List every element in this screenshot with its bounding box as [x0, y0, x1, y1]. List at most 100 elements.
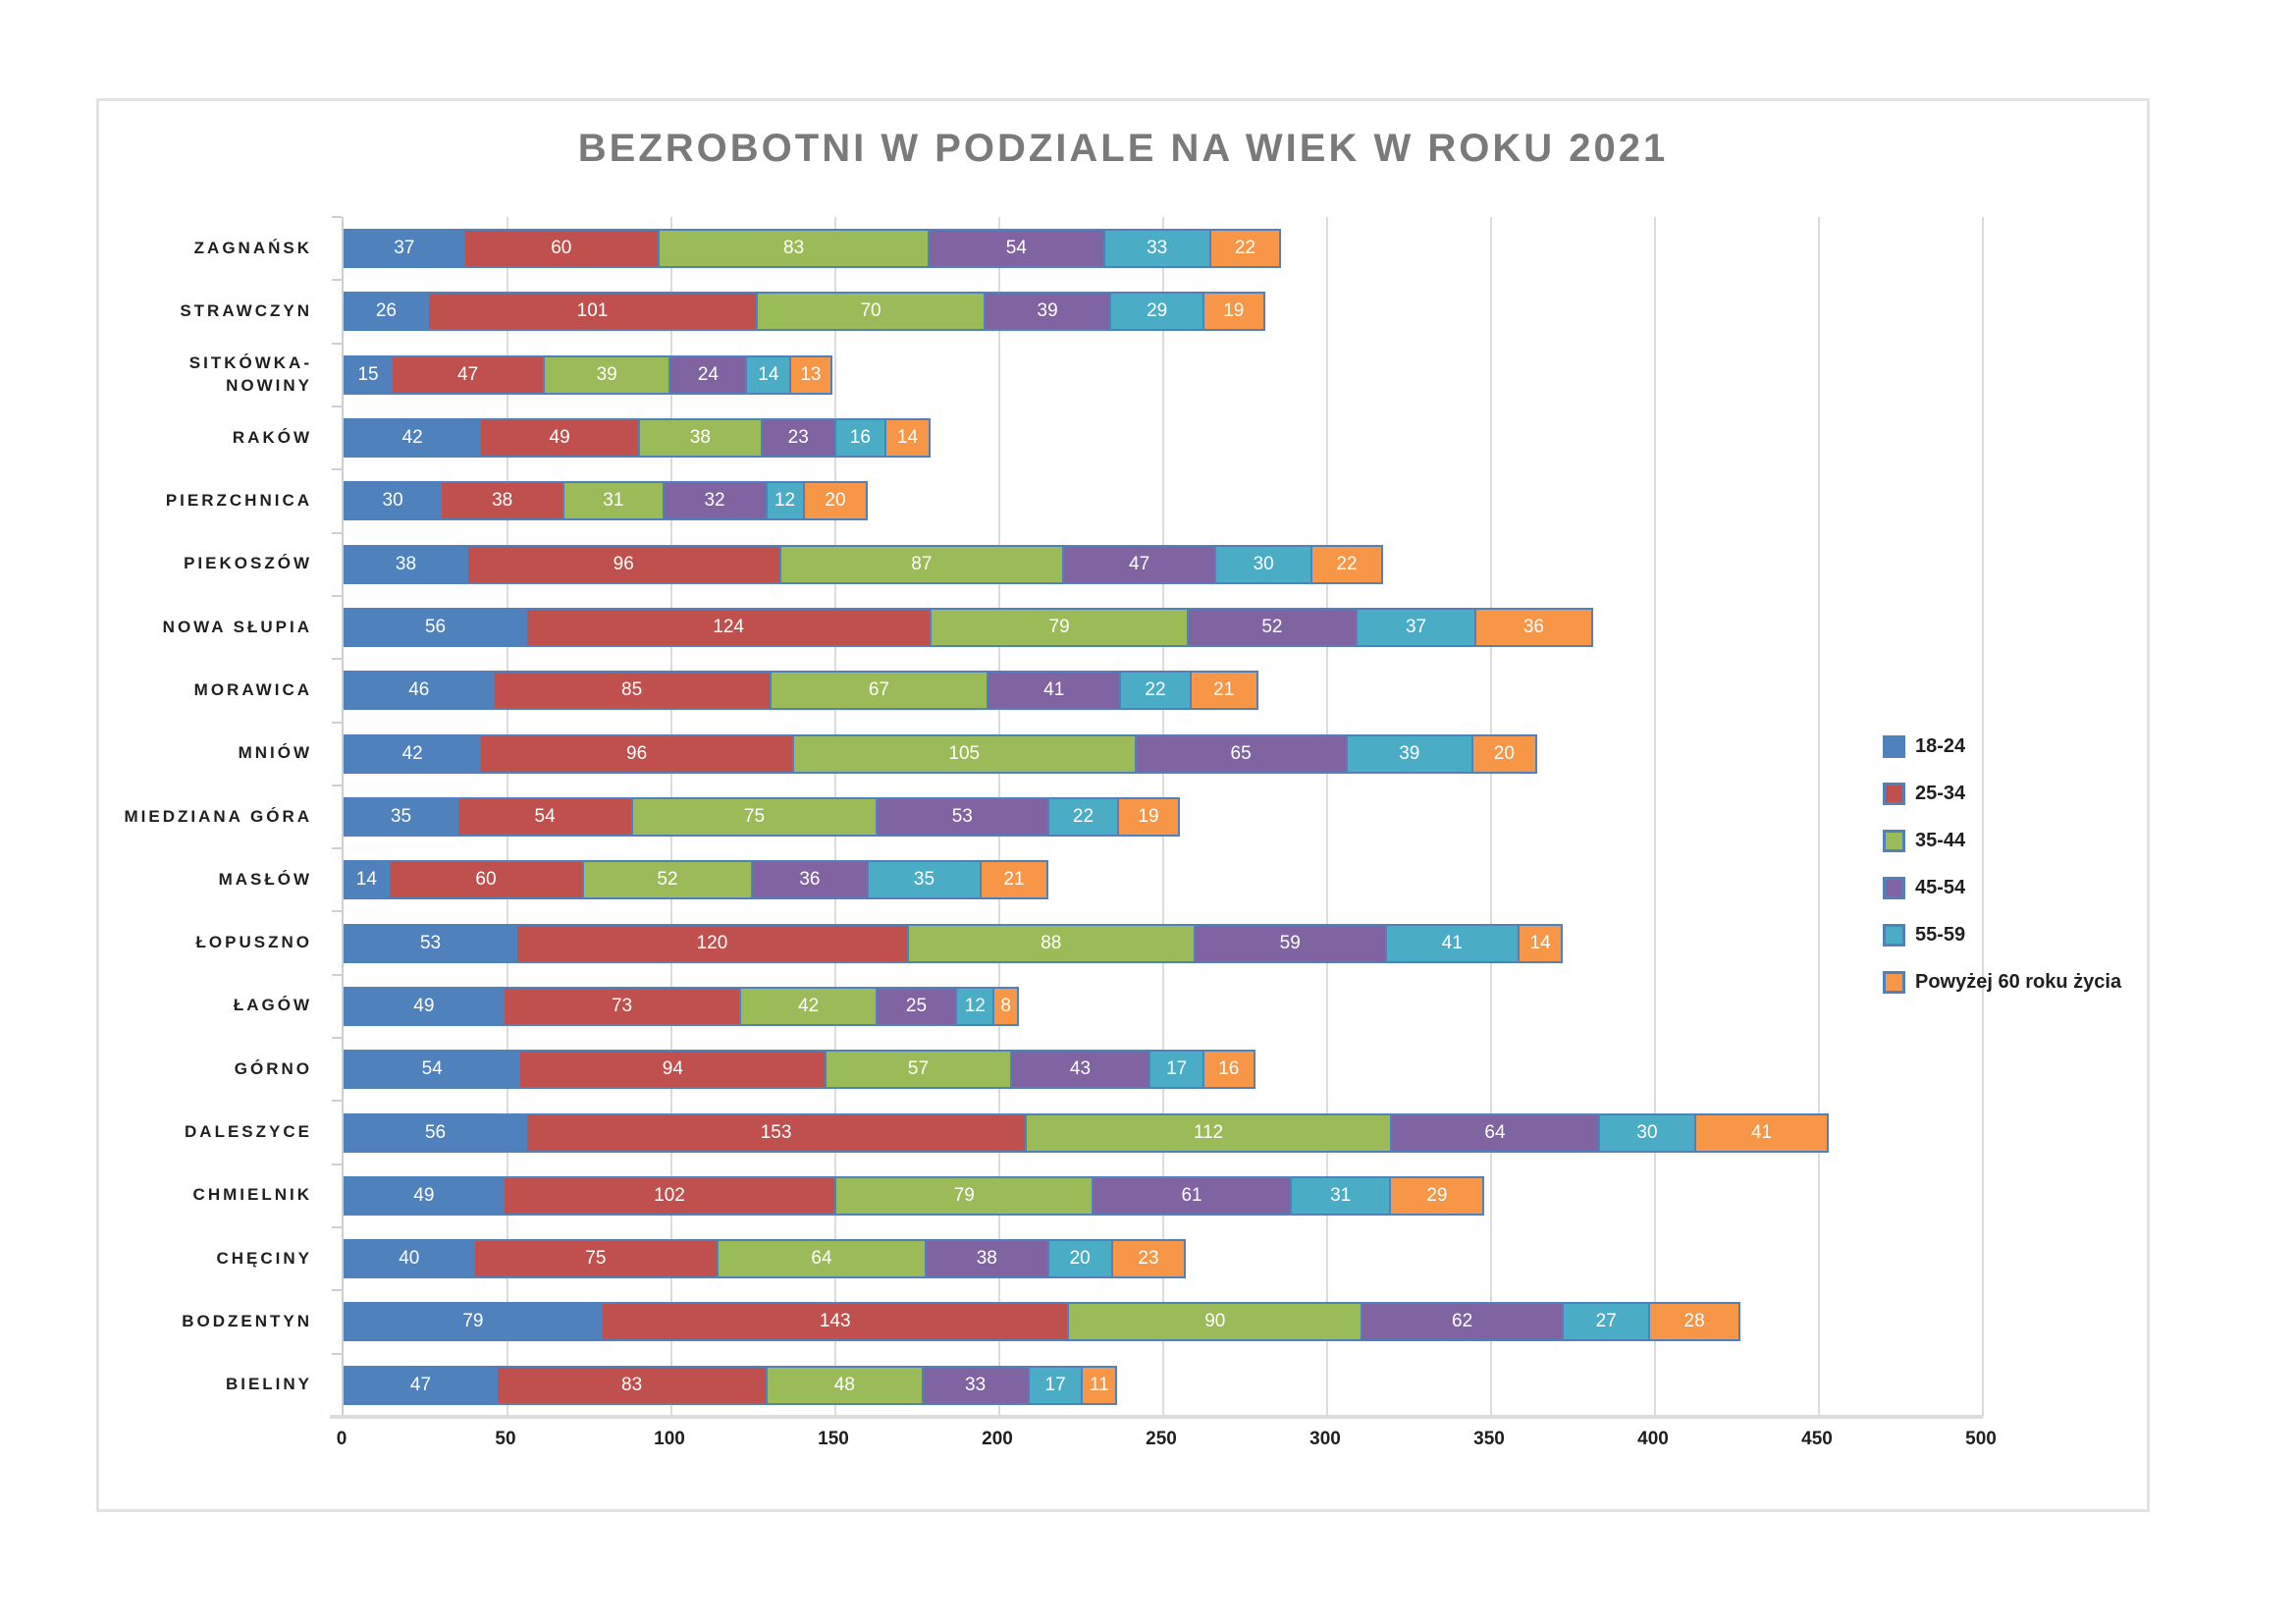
value-label: 19 — [1138, 805, 1159, 827]
bar-segment: 21 — [1189, 671, 1258, 711]
bar-segment: 64 — [1390, 1112, 1600, 1153]
bar-segment: 105 — [791, 733, 1137, 774]
bar-segment: 42 — [344, 733, 482, 774]
x-tick-label: 350 — [1473, 1429, 1505, 1449]
category-label: NOWA SŁUPIA — [162, 617, 312, 636]
value-label: 153 — [760, 1121, 792, 1143]
bar-segment: 79 — [834, 1175, 1095, 1216]
bar-segment: 75 — [472, 1239, 720, 1279]
value-label: 20 — [1493, 742, 1515, 764]
bar-segment: 42 — [344, 418, 482, 459]
value-label: 12 — [964, 995, 986, 1016]
bar-segment: 38 — [344, 544, 468, 584]
bar-segment: 20 — [1046, 1239, 1113, 1279]
bar-track: 30 38 31 32 12 20 — [344, 481, 1983, 521]
value-label: 59 — [1279, 932, 1301, 953]
bar-segment: 24 — [668, 354, 748, 395]
value-label: 75 — [743, 805, 766, 827]
category-axis-tick — [332, 279, 342, 282]
bar-track: 56 153 112 64 30 41 — [344, 1112, 1983, 1153]
bar-row: 47 83 48 33 17 11 — [344, 1354, 1983, 1417]
bar-segment: 31 — [1289, 1175, 1392, 1216]
legend-swatch-icon — [1883, 970, 1905, 994]
x-tick-label: 500 — [1965, 1429, 1997, 1449]
bar-track: 42 49 38 23 16 14 — [344, 418, 1983, 459]
value-label: 33 — [1147, 238, 1168, 259]
value-label: 11 — [1089, 1374, 1109, 1395]
value-label: 37 — [1405, 617, 1427, 638]
bar-segment: 41 — [1384, 923, 1520, 963]
category-axis-tick — [332, 531, 342, 534]
value-label: 46 — [408, 679, 430, 701]
category-label: STRAWCZYN — [180, 301, 312, 320]
x-tick-label: 150 — [818, 1429, 849, 1449]
value-label: 42 — [401, 427, 423, 449]
legend-label: 25-34 — [1915, 782, 1966, 804]
bar-track: 54 94 57 43 17 16 — [344, 1050, 1983, 1090]
category-axis-tick — [332, 1163, 342, 1165]
bar-segment: 54 — [344, 1050, 521, 1090]
bar-row: 42 49 38 23 16 14 — [344, 406, 1983, 469]
value-label: 30 — [1636, 1121, 1658, 1143]
value-label: 35 — [390, 805, 412, 827]
value-label: 26 — [375, 300, 397, 322]
bar-segment: 49 — [344, 986, 505, 1026]
bar-segment: 96 — [465, 544, 781, 584]
value-label: 14 — [1529, 932, 1551, 953]
value-label: 124 — [713, 617, 744, 638]
bar-segment: 153 — [525, 1112, 1028, 1153]
value-label: 38 — [689, 427, 711, 449]
value-label: 36 — [799, 869, 821, 891]
bar-segment: 47 — [391, 354, 546, 395]
value-label: 120 — [696, 932, 728, 953]
value-label: 61 — [1181, 1184, 1202, 1206]
bar-segment: 31 — [562, 481, 665, 521]
legend-label: 35-44 — [1915, 829, 1966, 851]
bar-segment: 14 — [1517, 923, 1564, 963]
bar-segment: 48 — [766, 1365, 924, 1405]
bar-segment: 23 — [760, 418, 836, 459]
legend-item: 35-44 — [1883, 817, 2121, 864]
bar-segment: 83 — [495, 1365, 769, 1405]
bar-row: 56 124 79 52 37 36 — [344, 596, 1983, 659]
bar-segment: 96 — [479, 733, 794, 774]
bar-segment: 124 — [525, 608, 933, 648]
bar-segment: 30 — [1597, 1112, 1697, 1153]
bar-segment: 38 — [637, 418, 763, 459]
bar-segment: 52 — [1187, 608, 1358, 648]
bar-row: 35 54 75 53 22 19 — [344, 785, 1983, 848]
bar-segment: 65 — [1134, 733, 1348, 774]
value-label: 60 — [551, 238, 572, 259]
value-label: 79 — [953, 1184, 975, 1206]
bar-segment: 56 — [344, 1112, 528, 1153]
value-label: 20 — [1069, 1248, 1091, 1270]
bar-row: 56 153 112 64 30 41 — [344, 1101, 1983, 1164]
category-axis-tick — [332, 784, 342, 786]
value-label: 14 — [758, 363, 779, 385]
bar-track: 14 60 52 36 35 21 — [344, 860, 1983, 900]
legend-item: Powyżej 60 roku życia — [1883, 958, 2121, 1005]
bar-segment: 19 — [1117, 796, 1180, 837]
bar-segment: 102 — [502, 1175, 837, 1216]
bar-segment: 14 — [745, 354, 792, 395]
value-label: 56 — [424, 617, 447, 638]
bar-row: 14 60 52 36 35 21 — [344, 848, 1983, 911]
legend: 18-24 25-34 35-44 45-54 55-59 Powyżej 60 roku… — [1883, 723, 2121, 1005]
bar-segment: 29 — [1109, 292, 1205, 332]
value-label: 56 — [424, 1121, 447, 1143]
value-label: 90 — [1204, 1311, 1226, 1332]
gridline — [1490, 217, 1492, 1417]
bar-row: 53 120 88 59 41 14 — [344, 911, 1983, 974]
bar-segment: 87 — [778, 544, 1065, 584]
category-axis-tick — [332, 658, 342, 661]
bar-row: 30 38 31 32 12 20 — [344, 469, 1983, 532]
category-label: RAKÓW — [232, 427, 312, 447]
bar-row: 40 75 64 38 20 23 — [344, 1227, 1983, 1290]
value-label: 40 — [399, 1248, 420, 1270]
legend-swatch-icon — [1883, 923, 1905, 947]
bar-segment: 94 — [518, 1050, 828, 1090]
bar-segment: 8 — [992, 986, 1020, 1026]
bar-segment: 23 — [1110, 1239, 1187, 1279]
bar-segment: 70 — [756, 292, 986, 332]
value-label: 16 — [849, 427, 871, 449]
